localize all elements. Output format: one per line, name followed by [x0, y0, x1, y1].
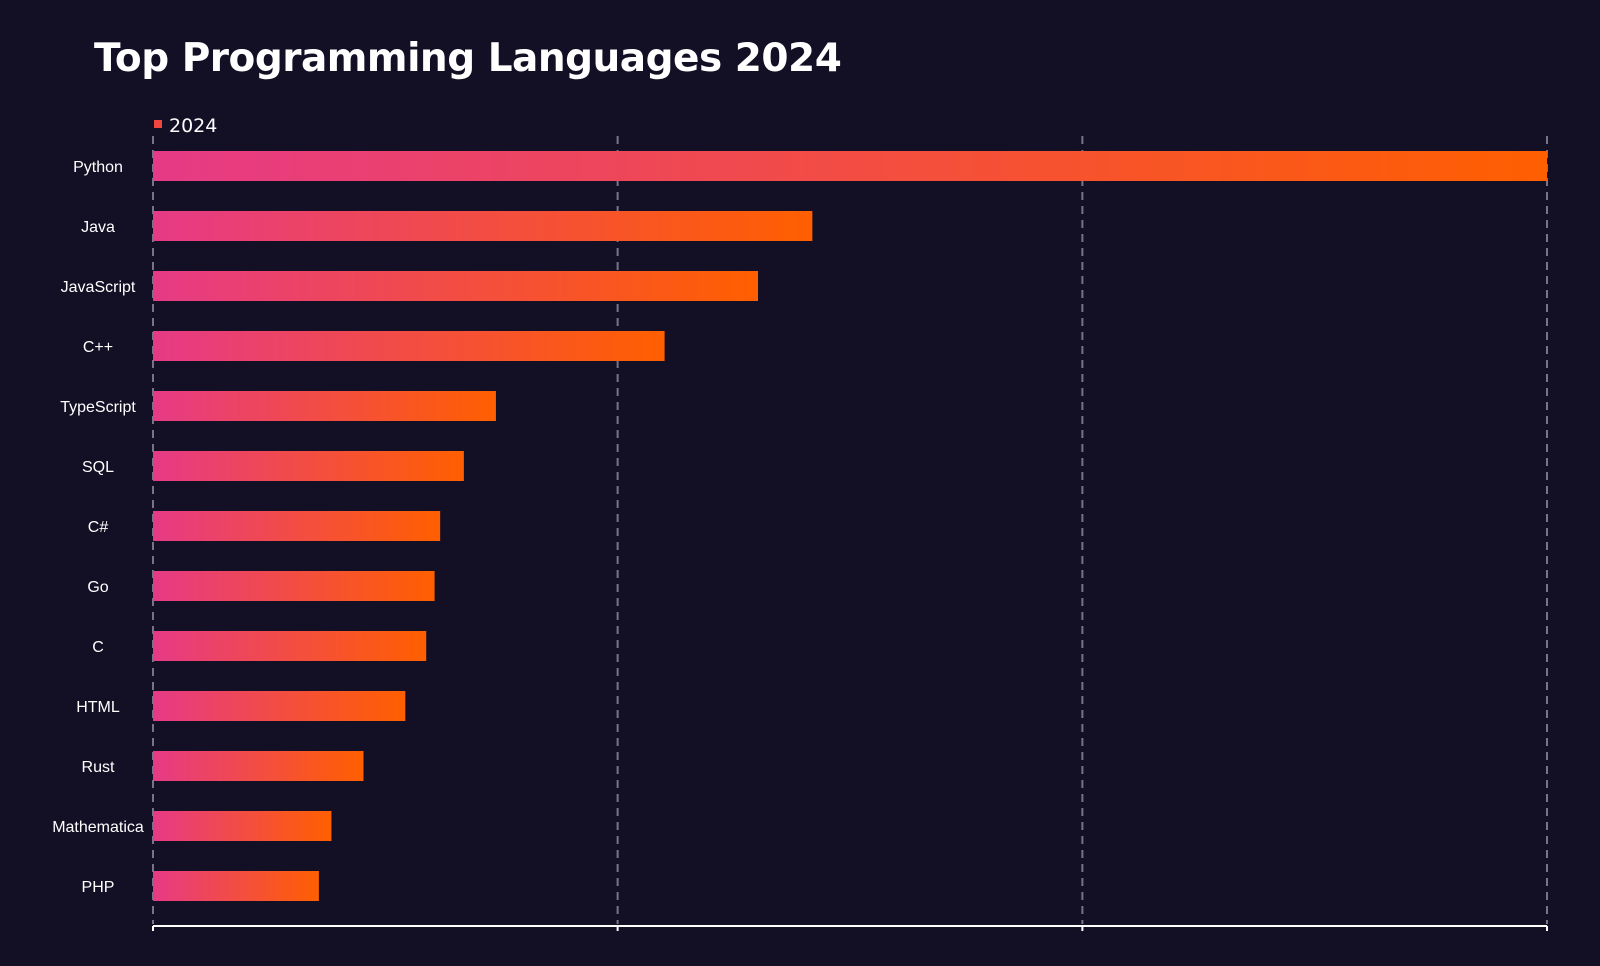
category-label: C#	[88, 519, 109, 536]
category-label: C	[92, 639, 104, 656]
bar-c-	[153, 511, 441, 541]
bar-layer	[153, 151, 1547, 901]
category-label: Python	[73, 159, 123, 176]
legend: 2024	[154, 115, 217, 137]
legend-label: 2024	[169, 115, 217, 137]
x-axis	[152, 925, 1548, 931]
bar-c	[153, 631, 427, 661]
category-label: Java	[81, 219, 115, 236]
bar-c-	[153, 331, 665, 361]
bar-javascript	[153, 271, 758, 301]
category-label: HTML	[76, 699, 120, 716]
category-label: TypeScript	[60, 399, 136, 416]
category-label: PHP	[82, 879, 115, 896]
bar-mathematica	[153, 811, 332, 841]
category-label: Go	[87, 579, 108, 596]
category-label: Rust	[82, 759, 115, 776]
category-label: JavaScript	[61, 279, 136, 296]
bar-java	[153, 211, 813, 241]
category-label: C++	[83, 339, 113, 356]
bar-python	[153, 151, 1547, 181]
bar-sql	[153, 451, 464, 481]
chart-title: Top Programming Languages 2024	[94, 36, 842, 81]
category-label: SQL	[82, 459, 114, 476]
bar-typescript	[153, 391, 496, 421]
bar-html	[153, 691, 406, 721]
bar-php	[153, 871, 319, 901]
category-labels: Python Java JavaScript C++ TypeScript SQL C# Go…	[52, 159, 144, 896]
category-label: Mathematica	[52, 819, 144, 836]
bar-go	[153, 571, 435, 601]
legend-swatch	[154, 120, 162, 128]
bar-rust	[153, 751, 364, 781]
